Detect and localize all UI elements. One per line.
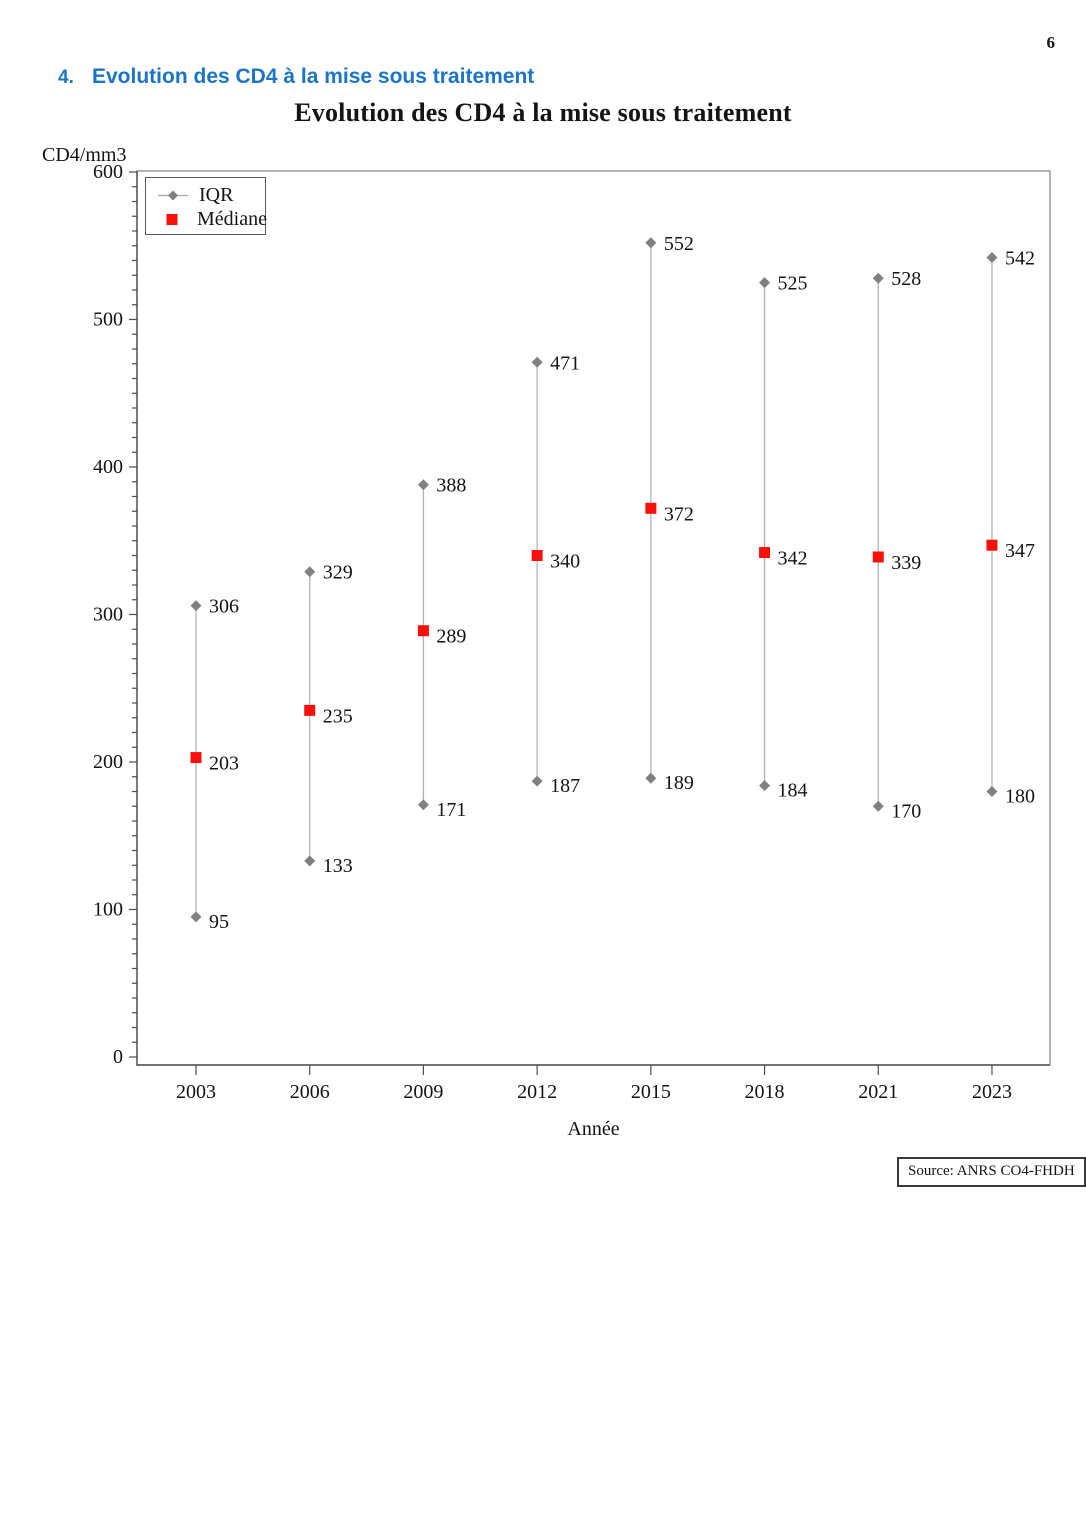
x-tick-label: 2006 bbox=[290, 1081, 330, 1103]
iqr-upper-label: 388 bbox=[436, 475, 466, 497]
iqr-upper-marker bbox=[986, 252, 998, 264]
iqr-upper-marker bbox=[190, 600, 202, 612]
plot-area: 0 100 200 300 400 500 600 2003 2006 2009 2012 2015 2… bbox=[93, 161, 1051, 1103]
x-axis-title: Année bbox=[567, 1118, 620, 1140]
iqr-upper-label: 329 bbox=[323, 562, 353, 584]
median-label: 342 bbox=[778, 548, 808, 570]
y-tick-label: 300 bbox=[93, 604, 123, 626]
median-marker bbox=[986, 539, 998, 551]
y-tick-label: 500 bbox=[93, 309, 123, 331]
iqr-lower-marker bbox=[872, 800, 884, 812]
median-label: 372 bbox=[664, 503, 694, 525]
iqr-lower-marker bbox=[986, 786, 998, 797]
iqr-upper-label: 471 bbox=[550, 352, 580, 374]
iqr-line-diamond-icon bbox=[156, 189, 190, 202]
median-label: 203 bbox=[209, 753, 239, 775]
iqr-lower-label: 180 bbox=[1005, 786, 1035, 808]
median-marker bbox=[190, 752, 202, 764]
iqr-lower-label: 133 bbox=[323, 855, 353, 877]
source-note: Source: ANRS CO4-FHDH bbox=[897, 1157, 1086, 1187]
y-tick-label: 400 bbox=[93, 456, 123, 478]
legend-label-mediane: Médiane bbox=[197, 207, 267, 230]
x-tick-label: 2021 bbox=[858, 1081, 898, 1103]
chart-legend: IQR Médiane bbox=[145, 177, 267, 235]
iqr-upper-marker bbox=[417, 479, 429, 491]
x-tick-label: 2018 bbox=[745, 1081, 785, 1103]
legend-item-iqr: IQR bbox=[156, 183, 265, 207]
median-marker bbox=[759, 547, 771, 559]
median-label: 289 bbox=[436, 626, 466, 648]
iqr-lower-label: 171 bbox=[436, 799, 466, 821]
y-tick-label: 200 bbox=[93, 751, 123, 773]
iqr-lower-label: 170 bbox=[891, 800, 921, 822]
section-number: 4. bbox=[58, 67, 74, 88]
iqr-upper-label: 528 bbox=[891, 268, 921, 290]
iqr-upper-label: 306 bbox=[209, 596, 239, 618]
axis-lines bbox=[136, 171, 1050, 1066]
iqr-lower-marker bbox=[645, 772, 657, 784]
iqr-upper-marker bbox=[304, 566, 316, 578]
median-marker bbox=[417, 625, 429, 637]
median-label: 339 bbox=[891, 552, 921, 574]
median-marker bbox=[645, 502, 657, 514]
section-heading-text: Evolution des CD4 à la mise sous traitem… bbox=[92, 65, 535, 88]
x-tick-label: 2012 bbox=[517, 1081, 557, 1103]
iqr-lower-label: 187 bbox=[550, 775, 580, 797]
iqr-lower-marker bbox=[417, 799, 429, 811]
median-marker bbox=[872, 551, 884, 563]
y-tick-label: 0 bbox=[113, 1046, 123, 1068]
iqr-lower-marker bbox=[190, 911, 202, 923]
section-heading: 4. Evolution des CD4 à la mise sous trai… bbox=[58, 65, 534, 89]
iqr-lower-marker bbox=[759, 780, 771, 792]
iqr-upper-label: 552 bbox=[664, 233, 694, 255]
iqr-lower-label: 189 bbox=[664, 772, 694, 794]
y-axis-title: CD4/mm3 bbox=[42, 144, 127, 166]
iqr-lower-label: 184 bbox=[778, 780, 808, 802]
median-marker bbox=[304, 704, 316, 716]
y-tick-label: 100 bbox=[93, 899, 123, 921]
iqr-upper-label: 542 bbox=[1005, 248, 1035, 270]
iqr-lower-marker bbox=[304, 855, 316, 867]
x-tick-label: 2023 bbox=[972, 1081, 1012, 1103]
chart-title: Evolution des CD4 à la mise sous traitem… bbox=[294, 98, 792, 127]
plot-frame bbox=[136, 170, 1051, 1066]
iqr-upper-marker bbox=[759, 277, 771, 289]
x-tick-label: 2003 bbox=[176, 1081, 216, 1103]
legend-item-mediane: Médiane bbox=[156, 207, 267, 231]
iqr-upper-marker bbox=[872, 272, 884, 284]
iqr-upper-marker bbox=[645, 237, 657, 249]
median-marker bbox=[531, 550, 543, 561]
page-number: 6 bbox=[1046, 33, 1056, 52]
iqr-lower-marker bbox=[531, 775, 543, 787]
median-label: 340 bbox=[550, 551, 580, 573]
iqr-upper-label: 525 bbox=[778, 273, 808, 295]
iqr-upper-marker bbox=[531, 356, 543, 368]
source-note-text: Source: ANRS CO4-FHDH bbox=[908, 1163, 1075, 1179]
median-square-icon bbox=[156, 213, 188, 226]
median-label: 235 bbox=[323, 705, 353, 727]
legend-label-iqr: IQR bbox=[199, 183, 234, 206]
y-tick-label: 600 bbox=[93, 161, 123, 183]
median-label: 347 bbox=[1005, 540, 1035, 562]
x-tick-label: 2015 bbox=[631, 1081, 671, 1103]
iqr-lower-label: 95 bbox=[209, 911, 229, 933]
x-tick-label: 2009 bbox=[403, 1081, 443, 1103]
